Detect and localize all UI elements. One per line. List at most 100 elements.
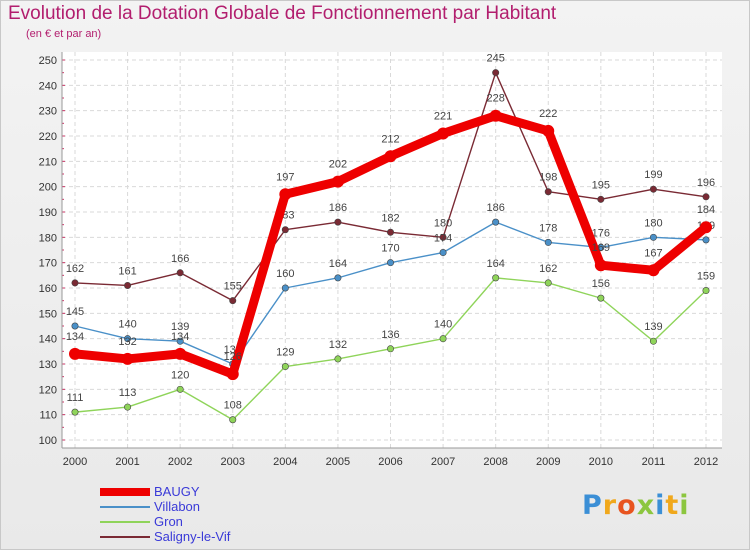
data-point — [176, 269, 184, 277]
data-label: 180 — [434, 217, 452, 229]
y-tick-label: 220 — [39, 131, 57, 143]
data-point — [544, 279, 552, 287]
data-label: 159 — [697, 271, 715, 283]
data-point — [647, 264, 660, 277]
data-point — [71, 408, 79, 416]
data-point — [439, 233, 447, 241]
y-tick-label: 100 — [39, 435, 57, 447]
data-point — [176, 337, 184, 345]
data-label: 221 — [434, 110, 452, 122]
data-point — [702, 193, 710, 201]
data-point — [384, 150, 397, 163]
data-point — [124, 335, 132, 343]
logo-letter: P — [582, 490, 603, 521]
data-point — [702, 236, 710, 244]
data-point — [124, 281, 132, 289]
y-tick-label: 230 — [39, 106, 57, 118]
data-label: 178 — [539, 222, 557, 234]
data-label: 164 — [329, 258, 347, 270]
data-label: 176 — [592, 227, 610, 239]
data-point — [492, 274, 500, 282]
data-point — [702, 287, 710, 295]
legend-label: Gron — [154, 514, 183, 529]
data-point — [229, 297, 237, 305]
data-label: 145 — [66, 306, 84, 318]
data-point — [439, 335, 447, 343]
data-label: 198 — [539, 172, 557, 184]
data-point — [594, 259, 607, 272]
x-tick-label: 2008 — [483, 456, 507, 468]
data-point — [174, 347, 187, 360]
data-point — [69, 347, 81, 360]
data-point — [281, 284, 289, 292]
logo-letter: o — [617, 490, 637, 521]
data-point — [281, 226, 289, 234]
data-label: 136 — [381, 329, 399, 341]
x-tick-label: 2003 — [221, 456, 245, 468]
data-label: 186 — [329, 202, 347, 214]
data-label: 134 — [171, 331, 189, 343]
chart-title: Evolution de la Dotation Globale de Fonc… — [8, 3, 557, 24]
data-point — [437, 127, 450, 140]
data-label: 202 — [329, 159, 347, 171]
data-point — [597, 294, 605, 302]
data-label: 160 — [276, 268, 294, 280]
data-label: 167 — [644, 247, 662, 259]
line-chart: 100 110 120 130 140 150 160 170 180 190 200 210 220 2… — [39, 52, 722, 468]
data-label: 169 — [592, 242, 610, 254]
x-tick-label: 2009 — [536, 456, 560, 468]
logo-letter: i — [679, 490, 690, 521]
data-label: 120 — [171, 369, 189, 381]
y-tick-label: 110 — [39, 410, 57, 422]
legend-label: Villabon — [154, 499, 201, 514]
data-label: 111 — [67, 392, 84, 404]
legend-swatch — [100, 521, 150, 523]
y-tick-label: 240 — [39, 80, 57, 92]
data-point — [386, 228, 394, 236]
data-label: 228 — [486, 93, 504, 105]
data-label: 184 — [697, 204, 715, 216]
plot-area — [62, 52, 722, 448]
data-label: 108 — [224, 400, 242, 412]
y-tick-label: 180 — [39, 232, 57, 244]
data-label: 162 — [66, 263, 84, 275]
data-label: 129 — [276, 347, 294, 359]
logo-letter: r — [602, 490, 618, 521]
logo-letter: x — [636, 490, 656, 521]
data-label: 197 — [276, 171, 294, 183]
data-label: 132 — [329, 339, 347, 351]
data-point — [649, 233, 657, 241]
x-tick-label: 2011 — [642, 456, 666, 468]
data-point — [121, 352, 134, 365]
data-point — [334, 218, 342, 226]
data-point — [281, 363, 289, 371]
x-tick-label: 2000 — [63, 456, 87, 468]
data-point — [649, 185, 657, 193]
y-tick-label: 190 — [39, 207, 57, 219]
data-label: 199 — [644, 169, 662, 181]
data-label: 161 — [118, 265, 136, 277]
legend-label: BAUGY — [154, 484, 200, 499]
data-label: 162 — [539, 263, 557, 275]
data-point — [71, 322, 79, 330]
y-tick-label: 250 — [39, 55, 57, 67]
y-tick-label: 200 — [39, 182, 57, 194]
data-point — [334, 274, 342, 282]
data-point — [386, 345, 394, 353]
data-point — [229, 416, 237, 424]
data-point — [71, 279, 79, 287]
data-point — [597, 195, 605, 203]
data-label: 222 — [539, 108, 557, 120]
data-point — [492, 69, 500, 77]
data-point — [489, 109, 502, 122]
x-tick-label: 2002 — [168, 456, 192, 468]
y-tick-label: 170 — [39, 258, 57, 270]
logo-letter: i — [655, 490, 666, 521]
proxiti-logo: Proxiti — [582, 490, 690, 521]
y-tick-label: 130 — [39, 359, 57, 371]
data-point — [492, 218, 500, 226]
data-point — [542, 124, 555, 137]
legend-label: Saligny-le-Vif — [154, 529, 231, 544]
x-tick-label: 2007 — [431, 456, 455, 468]
x-tick-label: 2001 — [115, 456, 139, 468]
